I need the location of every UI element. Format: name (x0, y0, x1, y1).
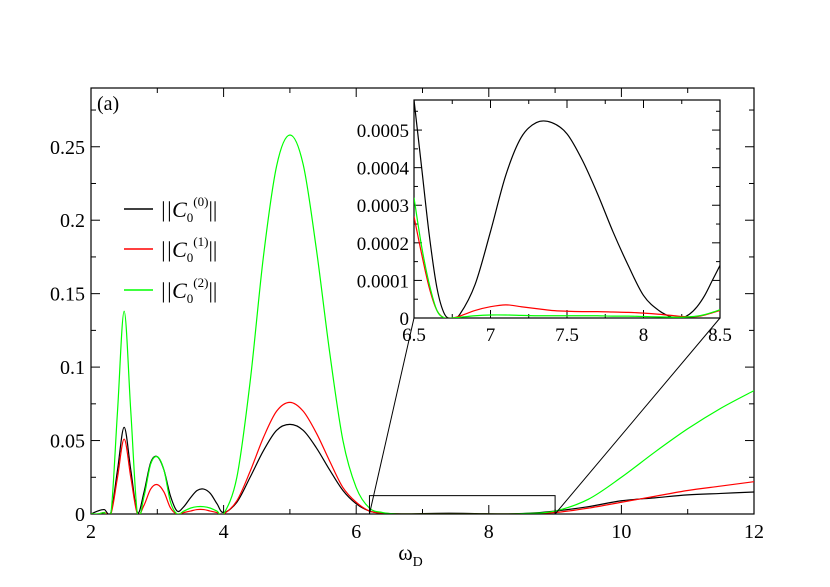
x-tick-label: 10 (611, 521, 631, 543)
zoom-connector-right (554, 317, 721, 515)
legend-label-subscript: 0 (187, 210, 194, 225)
inset-y-tick-label: 0.0002 (357, 234, 409, 255)
inset-y-tick-label: 0.0001 (357, 271, 409, 292)
y-tick-label: 0.05 (50, 431, 85, 453)
legend-entry-c0-1: ||C0(1)|| (124, 234, 217, 265)
x-tick-label: 8 (484, 521, 494, 543)
inset-x-tick-label: 7 (486, 325, 496, 346)
series-line-c0-2 (91, 134, 754, 514)
legend-label-superscript: (2) (193, 275, 208, 290)
legend: ||C0(0)||||C0(1)||||C0(2)|| (124, 194, 217, 306)
zoom-connector-left (368, 317, 415, 515)
legend-label: ||C0(2)|| (160, 275, 217, 306)
legend-entry-c0-2: ||C0(2)|| (124, 275, 217, 306)
inset-x-tick-label: 8.5 (708, 325, 732, 346)
legend-entry-c0-0: ||C0(0)|| (124, 194, 217, 225)
inset-x-tick-label: 7.5 (555, 325, 579, 346)
legend-label-superscript: (1) (193, 234, 208, 249)
inset-y-tick-label: 0.0003 (357, 196, 409, 217)
zoom-box (368, 317, 721, 515)
inset-plot-frame (413, 99, 721, 319)
x-tick-label: 2 (86, 521, 96, 543)
inset-y-tick-label: 0.0005 (357, 121, 409, 142)
y-tick-label: 0 (75, 504, 85, 526)
x-axis-label-subscript: D (413, 555, 423, 570)
inset-x-tick-label: 6.5 (402, 325, 426, 346)
x-tick-label: 6 (351, 521, 361, 543)
inset-x-tick-label: 8 (639, 325, 649, 346)
y-tick-label: 0.2 (60, 210, 85, 232)
inset-y-tick-label: 0 (400, 309, 410, 330)
x-tick-label: 12 (744, 521, 764, 543)
legend-label-main: ||C (160, 237, 187, 262)
y-tick-label: 0.15 (50, 284, 85, 306)
inset-y-tick-label: 0.0004 (357, 159, 410, 180)
y-tick-label: 0.1 (60, 357, 85, 379)
legend-label-end: || (208, 278, 217, 303)
y-tick-label: 0.25 (50, 137, 85, 159)
legend-label: ||C0(0)|| (160, 194, 217, 225)
inset-plot: 6.5 7 7.5 8 8.5 0 0.0001 0.0002 0.0003 0.0004 0.00… (357, 99, 732, 346)
inset-series-line-c0-0 (414, 100, 720, 318)
legend-label-main: ||C (160, 278, 187, 303)
legend-label-subscript: 0 (187, 291, 194, 306)
x-tick-label: 4 (219, 521, 229, 543)
legend-label-end: || (208, 197, 217, 222)
zoom-region-box (368, 495, 556, 515)
legend-label: ||C0(1)|| (160, 234, 217, 265)
legend-label-subscript: 0 (187, 250, 194, 265)
inset-series-line-c0-2 (414, 197, 720, 318)
legend-label-main: ||C (160, 197, 187, 222)
legend-label-end: || (208, 237, 217, 262)
panel-label: (a) (97, 93, 119, 115)
legend-label-superscript: (0) (193, 194, 208, 209)
